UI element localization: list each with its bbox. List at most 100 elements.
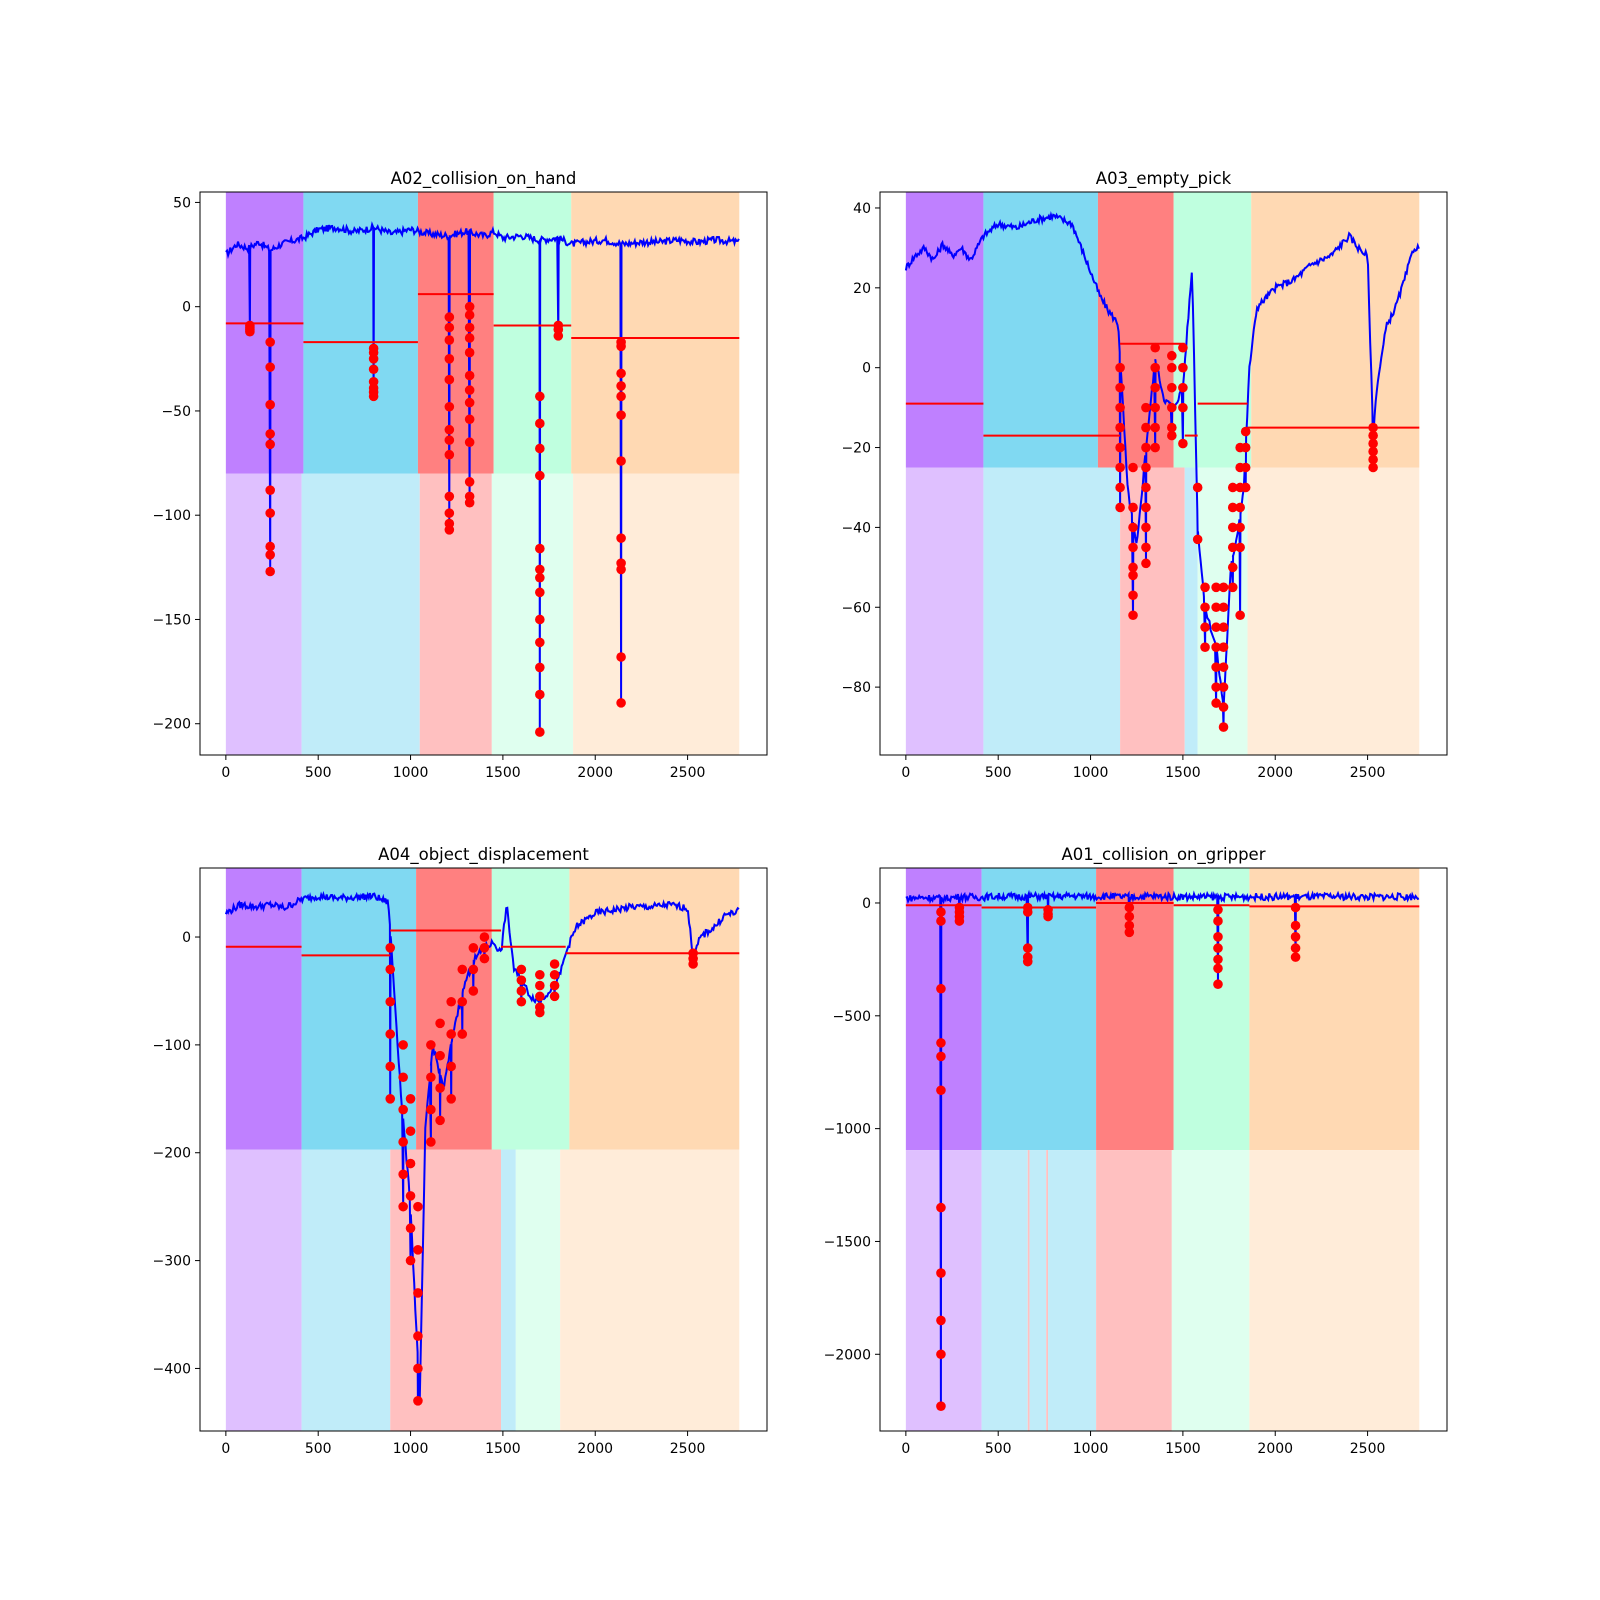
anomaly-point — [1141, 522, 1151, 533]
anomaly-point — [1115, 502, 1125, 513]
anomaly-point — [1124, 927, 1135, 938]
anomaly-point — [1290, 902, 1301, 913]
anomaly-point — [479, 943, 490, 953]
anomaly-point — [398, 1137, 408, 1147]
anomaly-point — [1368, 422, 1378, 433]
anomaly-point — [936, 1349, 946, 1360]
anomaly-point — [1213, 932, 1223, 942]
chart-title: A03_empty_pick — [1096, 169, 1232, 189]
anomaly-point — [265, 566, 275, 577]
phase-band — [301, 868, 417, 1150]
anomaly-point — [1235, 610, 1245, 621]
series-line — [225, 221, 740, 733]
x-tick-label: 0 — [901, 765, 910, 781]
anomaly-point — [444, 312, 455, 322]
anomaly-point — [1235, 522, 1245, 533]
truth-phase-band — [1027, 1150, 1030, 1431]
truth-phase-band — [983, 467, 1121, 755]
truth-phase-band — [1247, 467, 1420, 755]
anomaly-point — [1211, 642, 1221, 652]
anomaly-point — [1213, 963, 1223, 974]
x-tick-label: 1000 — [393, 765, 429, 781]
anomaly-point — [1178, 382, 1188, 393]
series-line — [904, 211, 1420, 728]
x-tick-label: 1500 — [485, 1441, 521, 1457]
anomaly-point — [1167, 402, 1177, 413]
axes-frame — [199, 867, 768, 1432]
anomaly-point — [535, 587, 545, 598]
anomaly-point — [468, 986, 479, 996]
anomaly-point — [368, 364, 379, 375]
anomaly-point — [435, 1115, 445, 1126]
y-tick-label: −500 — [833, 1009, 871, 1025]
anomaly-point — [936, 983, 946, 994]
anomaly-point — [1150, 362, 1160, 373]
anomaly-point — [1141, 482, 1151, 493]
truth-phase-band — [560, 1149, 740, 1431]
anomaly-point — [535, 980, 545, 991]
anomaly-point — [368, 391, 379, 402]
anomaly-point — [1211, 682, 1221, 692]
anomaly-point — [1124, 920, 1135, 931]
anomaly-point — [1227, 562, 1238, 573]
y-tick-label: 0 — [862, 361, 871, 377]
anomaly-point — [1368, 446, 1378, 457]
anomaly-point — [616, 381, 626, 391]
anomaly-point — [1167, 422, 1177, 433]
x-tick-label: 2500 — [670, 765, 706, 781]
anomaly-point — [616, 456, 626, 466]
anomaly-point — [265, 399, 275, 410]
anomaly-point — [1290, 920, 1301, 931]
anomaly-point — [535, 637, 545, 648]
anomaly-point — [549, 991, 560, 1002]
anomaly-point — [413, 1288, 423, 1298]
anomaly-point — [535, 991, 545, 1002]
anomaly-point — [1150, 442, 1160, 453]
anomaly-point — [1043, 911, 1053, 922]
x-tick-label: 2500 — [670, 1441, 706, 1457]
phase-band — [571, 192, 740, 474]
anomaly-point — [1022, 943, 1033, 953]
anomaly-point — [457, 1029, 468, 1039]
anomaly-point — [535, 969, 545, 980]
truth-phase-band — [225, 1149, 302, 1431]
anomaly-point — [464, 437, 475, 448]
x-tick-label: 2000 — [1257, 1441, 1293, 1457]
anomaly-point — [1178, 342, 1188, 353]
anomaly-point — [535, 614, 545, 625]
phase-band — [983, 192, 1098, 468]
anomaly-point — [446, 1061, 456, 1072]
anomaly-point — [446, 1094, 456, 1104]
anomaly-point — [1128, 502, 1138, 513]
anomaly-point — [464, 333, 475, 343]
anomaly-point — [435, 1018, 445, 1029]
anomaly-point — [549, 980, 560, 991]
anomaly-point — [265, 485, 275, 495]
x-tick-label: 500 — [985, 765, 1012, 781]
anomaly-point — [688, 959, 698, 969]
anomaly-point — [1235, 542, 1245, 553]
axes-frame — [879, 191, 1448, 756]
anomaly-point — [385, 996, 396, 1007]
truth-phase-band — [301, 473, 420, 755]
truth-phase-band — [1249, 1150, 1420, 1431]
anomaly-point — [1192, 534, 1203, 545]
anomaly-point — [1211, 622, 1221, 633]
anomaly-point — [1022, 907, 1033, 917]
phase-band — [303, 192, 418, 474]
anomaly-point — [385, 943, 396, 953]
y-tick-label: −100 — [153, 1038, 191, 1054]
anomaly-point — [1218, 622, 1229, 633]
anomaly-point — [265, 508, 275, 518]
anomaly-point — [1213, 916, 1223, 926]
anomaly-point — [1227, 502, 1238, 513]
x-tick-label: 500 — [305, 765, 332, 781]
phase-band — [1251, 192, 1420, 468]
anomaly-point — [464, 301, 475, 312]
chart-title: A04_object_displacement — [378, 845, 589, 865]
anomaly-point — [1141, 462, 1151, 473]
anomaly-point — [1150, 342, 1160, 353]
anomaly-point — [1128, 590, 1138, 601]
phase-band — [905, 192, 984, 468]
anomaly-point — [426, 1137, 436, 1147]
